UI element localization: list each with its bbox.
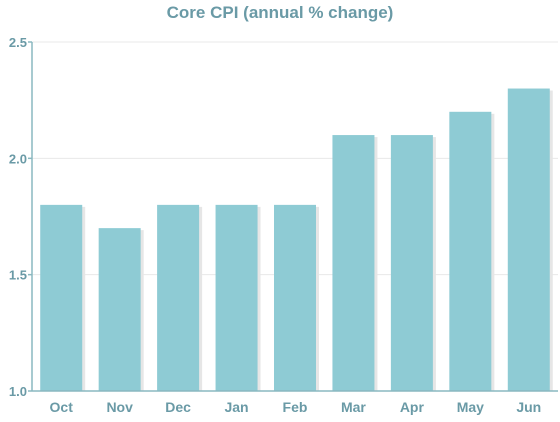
bars-layer bbox=[40, 88, 553, 392]
y-tick-label: 2.5 bbox=[9, 35, 27, 50]
x-tick-label: Dec bbox=[165, 399, 191, 415]
bar bbox=[507, 88, 550, 392]
x-tick-label: Feb bbox=[283, 399, 308, 415]
x-tick-label: Oct bbox=[50, 399, 74, 415]
x-tick-label: Nov bbox=[106, 399, 133, 415]
bar bbox=[274, 204, 316, 391]
bar bbox=[40, 204, 83, 391]
y-tick-label: 2.0 bbox=[9, 151, 27, 166]
bar bbox=[215, 204, 258, 391]
bar bbox=[157, 204, 200, 391]
bar bbox=[98, 228, 141, 391]
bar bbox=[449, 111, 492, 392]
chart-title: Core CPI (annual % change) bbox=[167, 3, 394, 22]
x-tick-labels: Oct Nov Dec Jan Feb Mar Apr May Jun bbox=[50, 399, 542, 415]
x-tick-label: Apr bbox=[400, 399, 425, 415]
x-tick-label: Jun bbox=[516, 399, 541, 415]
x-tick-label: May bbox=[457, 399, 484, 415]
y-tick-labels: 1.0 1.5 2.0 2.5 bbox=[9, 35, 27, 399]
x-tick-label: Mar bbox=[341, 399, 366, 415]
bar bbox=[332, 135, 375, 391]
x-tick-label: Jan bbox=[224, 399, 248, 415]
y-tick-label: 1.5 bbox=[9, 268, 27, 283]
y-tick-label: 1.0 bbox=[9, 384, 27, 399]
axis-layer bbox=[28, 41, 558, 392]
bar bbox=[390, 135, 433, 391]
